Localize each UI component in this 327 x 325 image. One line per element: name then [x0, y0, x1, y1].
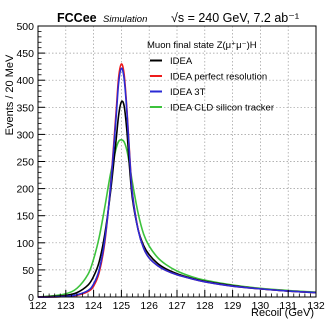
y-tick-label: 150 [16, 211, 34, 223]
legend-entry-label: IDEA CLD silicon tracker [170, 103, 274, 114]
x-tick-label: 124 [85, 300, 103, 312]
y-tick-label: 400 [16, 75, 34, 87]
x-tick-label: 129 [224, 300, 242, 312]
x-tick-label: 122 [29, 300, 47, 312]
x-tick-label: 126 [140, 300, 158, 312]
energy-luminosity-label: √s = 240 GeV, 7.2 ab⁻¹ [171, 11, 299, 25]
x-tick-label: 132 [307, 300, 325, 312]
y-tick-label: 250 [16, 157, 34, 169]
legend-header: Muon final state Z(μ⁺μ⁻)H [147, 40, 257, 51]
y-tick-label: 0 [28, 292, 34, 304]
legend-entry-label: IDEA [170, 56, 193, 67]
x-tick-label: 131 [279, 300, 297, 312]
y-tick-label: 300 [16, 129, 34, 141]
x-tick-label: 128 [196, 300, 214, 312]
x-axis-title: Recoil (GeV) [251, 307, 314, 319]
experiment-label: FCCee [57, 11, 97, 25]
y-tick-label: 350 [16, 102, 34, 114]
y-tick-label: 450 [16, 48, 34, 60]
y-tick-label: 50 [22, 265, 34, 277]
legend: Muon final state Z(μ⁺μ⁻)H IDEA IDEA perfe… [147, 40, 274, 114]
x-tick-label: 130 [252, 300, 270, 312]
axis-ticks: 122 123 124 125 126 127 128 129 130 131 132 0 50 100 1… [16, 21, 324, 312]
simulation-label: Simulation [103, 14, 147, 25]
y-axis-title: Events / 20 MeV [4, 54, 16, 135]
legend-entry-label: IDEA 3T [170, 87, 206, 98]
y-tick-label: 100 [16, 238, 34, 250]
x-tick-label: 125 [113, 300, 131, 312]
grid-lines [38, 26, 316, 297]
x-tick-label: 123 [57, 300, 75, 312]
series-line-idea-3t [37, 67, 317, 298]
series-curves [37, 63, 317, 298]
x-tick-label: 127 [168, 300, 186, 312]
y-tick-label: 500 [16, 21, 34, 33]
y-tick-label: 200 [16, 184, 34, 196]
legend-entry-label: IDEA perfect resolution [170, 72, 267, 83]
